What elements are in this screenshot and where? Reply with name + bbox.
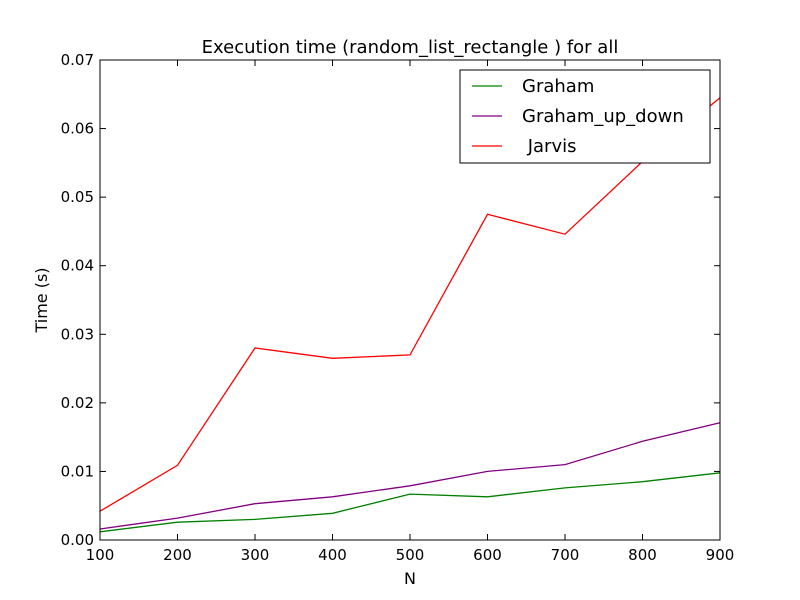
y-tick-label: 0.02 [61,394,94,412]
y-axis: 0.00 0.01 0.02 0.03 0.04 0.05 0.06 0.07 [61,51,720,549]
series-line-0 [99,472,721,533]
x-tick-label: 500 [396,546,425,564]
x-tick-label: 300 [241,546,270,564]
chart-title: Execution time (random_list_rectangle ) … [202,37,619,58]
series-line-1 [99,422,721,530]
y-tick-label: 0.06 [61,120,94,138]
y-tick-label: 0.05 [61,188,94,206]
x-axis-label: N [404,569,416,588]
legend: Graham Graham_up_down Jarvis [459,69,711,164]
series-line-2 [99,97,721,512]
legend-label-1: Graham_up_down [522,106,684,127]
x-tick-label: 600 [473,546,502,564]
y-tick-label: 0.07 [61,51,94,69]
x-axis: 100 200 300 400 500 600 700 800 900 [86,60,735,564]
x-tick-label: 700 [551,546,580,564]
legend-label-2: Jarvis [522,136,577,157]
y-tick-label: 0.00 [61,531,94,549]
x-tick-label: 200 [163,546,192,564]
y-tick-label: 0.04 [61,257,94,275]
x-tick-label: 900 [706,546,735,564]
legend-label-0: Graham [522,76,594,97]
y-axis-label: Time (s) [32,267,51,333]
x-tick-label: 100 [86,546,115,564]
x-tick-label: 800 [628,546,657,564]
x-tick-label: 400 [318,546,347,564]
y-tick-label: 0.03 [61,325,94,343]
series-layer [99,97,721,533]
y-tick-label: 0.01 [61,462,94,480]
